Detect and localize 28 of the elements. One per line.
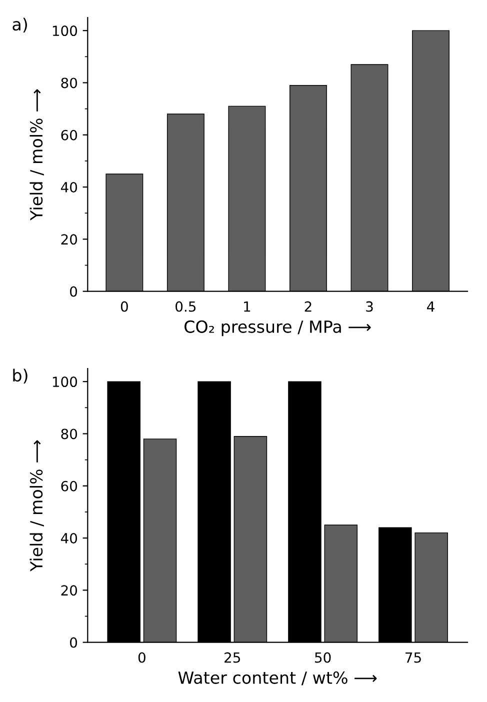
y-tick-label: 40 xyxy=(60,182,78,193)
y-tick-label: 60 xyxy=(61,130,78,140)
y-tick-label: 0 xyxy=(70,637,78,648)
x-tick-label: 0.5 xyxy=(176,301,196,312)
x-tick-label: 3 xyxy=(366,301,373,312)
text: b) xyxy=(13,368,28,384)
x-tick-label: 25 xyxy=(224,652,240,663)
y-tick-label: 20 xyxy=(61,234,78,245)
x-tick-label: 0 xyxy=(138,652,146,663)
y-tick-label: 40 xyxy=(60,533,78,544)
x-tick-label: 2 xyxy=(304,301,312,312)
y-tick-label: 100 xyxy=(52,376,78,388)
x-tick-label: 0 xyxy=(120,301,128,312)
x-tick-label: 75 xyxy=(406,652,421,663)
x-tick-label: 1 xyxy=(244,301,250,312)
x-axis-title: CO₂ pressure / MPa ⟶ xyxy=(184,320,371,336)
y-tick-label: 0 xyxy=(70,286,78,297)
y-axis-title: Yield / mol% ⟶ xyxy=(30,89,44,220)
y-tick-label: 60 xyxy=(61,480,78,492)
y-axis-title: Yield / mol% ⟶ xyxy=(30,440,44,572)
y-tick-label: 80 xyxy=(61,428,78,440)
y-tick-label: 20 xyxy=(61,585,78,596)
x-tick-label: 50 xyxy=(315,652,331,663)
x-axis-title: Water content / wt% ⟶ xyxy=(178,671,377,686)
text: a) xyxy=(12,18,27,33)
x-tick-label: 4 xyxy=(427,301,434,312)
y-tick-label: 80 xyxy=(61,78,78,88)
y-tick-label: 100 xyxy=(52,26,78,36)
